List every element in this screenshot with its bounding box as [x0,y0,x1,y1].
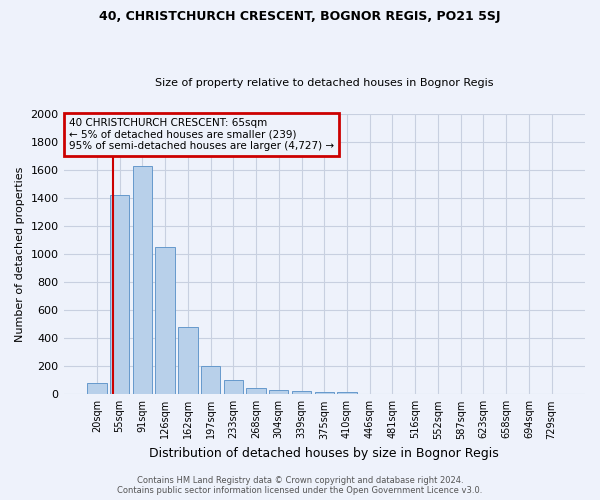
Text: 40 CHRISTCHURCH CRESCENT: 65sqm
← 5% of detached houses are smaller (239)
95% of: 40 CHRISTCHURCH CRESCENT: 65sqm ← 5% of … [69,118,334,151]
Bar [178,327,197,394]
X-axis label: Distribution of detached houses by size in Bognor Regis: Distribution of detached houses by size … [149,447,499,460]
Bar [224,380,243,394]
Bar [133,166,152,394]
Bar [247,388,266,394]
Bar [155,247,175,394]
Bar [201,366,220,394]
Bar [269,390,289,394]
Y-axis label: Number of detached properties: Number of detached properties [15,166,25,342]
Bar [110,195,130,394]
Text: Contains HM Land Registry data © Crown copyright and database right 2024.
Contai: Contains HM Land Registry data © Crown c… [118,476,482,495]
Bar [292,391,311,394]
Bar [87,383,107,394]
Bar [337,392,356,394]
Bar [314,392,334,394]
Text: 40, CHRISTCHURCH CRESCENT, BOGNOR REGIS, PO21 5SJ: 40, CHRISTCHURCH CRESCENT, BOGNOR REGIS,… [99,10,501,23]
Title: Size of property relative to detached houses in Bognor Regis: Size of property relative to detached ho… [155,78,494,88]
